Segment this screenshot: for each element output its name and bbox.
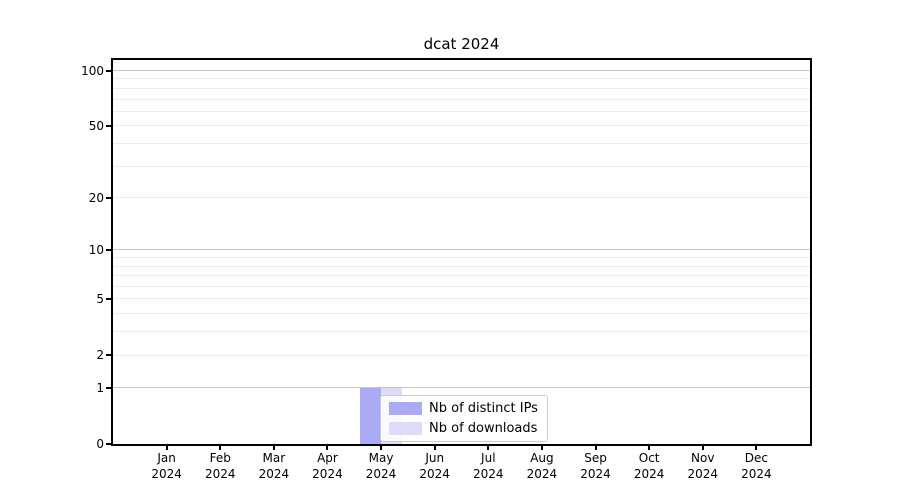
x-tick-mark <box>594 446 597 450</box>
y-tick-label: 10 <box>88 242 104 257</box>
y-tick-mark <box>106 69 111 72</box>
minor-gridline <box>113 331 810 333</box>
minor-gridline <box>113 78 810 80</box>
legend: Nb of distinct IPs Nb of downloads <box>380 395 548 442</box>
y-tick-mark <box>106 124 111 127</box>
legend-entry-distinct-ips: Nb of distinct IPs <box>389 401 538 416</box>
x-tick-mark <box>219 446 222 450</box>
minor-gridline <box>113 286 810 288</box>
x-tick-label: Nov 2024 <box>687 451 719 481</box>
x-tick-mark <box>648 446 651 450</box>
minor-gridline <box>113 265 810 267</box>
x-tick-mark <box>326 446 329 450</box>
y-tick-mark <box>106 196 111 199</box>
x-tick-label: Aug 2024 <box>526 451 558 481</box>
y-tick-label: 2 <box>96 348 104 363</box>
chart-title: dcat 2024 <box>423 35 500 53</box>
x-tick-label: Sep 2024 <box>580 451 611 481</box>
x-tick-mark <box>380 446 383 450</box>
y-tick-label: 100 <box>81 63 104 78</box>
minor-gridline <box>113 354 810 356</box>
x-tick-mark <box>755 446 758 450</box>
major-gridline <box>113 249 810 251</box>
x-tick-mark <box>272 446 275 450</box>
major-gridline <box>113 387 810 389</box>
x-tick-label: Oct 2024 <box>633 451 665 481</box>
y-tick-mark <box>106 248 111 251</box>
y-tick-mark <box>106 443 111 445</box>
minor-gridline <box>113 298 810 300</box>
y-tick-mark <box>106 297 111 300</box>
x-tick-label: May 2024 <box>365 451 397 481</box>
major-gridline <box>113 70 810 71</box>
x-tick-label: Dec 2024 <box>741 451 772 481</box>
x-tick-label: Jul 2024 <box>473 451 504 481</box>
plot-border <box>111 58 812 446</box>
x-tick-mark <box>540 446 543 450</box>
minor-gridline <box>113 87 810 89</box>
y-tick-label: 50 <box>88 118 104 133</box>
y-tick-label: 0 <box>96 437 104 451</box>
legend-label-downloads: Nb of downloads <box>429 421 538 436</box>
legend-swatch-downloads <box>389 422 422 435</box>
minor-gridline <box>113 197 810 199</box>
bar-nb-of-distinct-ips-may-2024 <box>360 387 382 444</box>
y-tick-label: 1 <box>96 380 104 395</box>
minor-gridline <box>113 142 810 144</box>
x-tick-mark <box>487 446 490 450</box>
minor-gridline <box>113 313 810 315</box>
minor-gridline <box>113 125 810 127</box>
y-tick-mark <box>106 354 111 357</box>
x-tick-mark <box>701 446 704 450</box>
minor-gridline <box>113 165 810 167</box>
x-tick-label: Feb 2024 <box>204 451 236 481</box>
legend-label-distinct-ips: Nb of distinct IPs <box>429 401 538 416</box>
minor-gridline <box>113 98 810 100</box>
legend-swatch-distinct-ips <box>389 402 422 415</box>
x-tick-label: Mar 2024 <box>258 451 290 481</box>
y-tick-mark <box>106 386 111 389</box>
y-tick-label: 5 <box>96 291 104 306</box>
legend-entry-downloads: Nb of downloads <box>389 421 538 436</box>
x-tick-mark <box>433 446 436 450</box>
minor-gridline <box>113 110 810 112</box>
y-tick-label: 20 <box>88 190 104 205</box>
minor-gridline <box>113 275 810 277</box>
minor-gridline <box>113 257 810 259</box>
x-tick-mark <box>165 446 168 450</box>
x-tick-label: Jan 2024 <box>151 451 182 481</box>
x-tick-label: Apr 2024 <box>312 451 343 481</box>
x-tick-label: Jun 2024 <box>419 451 450 481</box>
